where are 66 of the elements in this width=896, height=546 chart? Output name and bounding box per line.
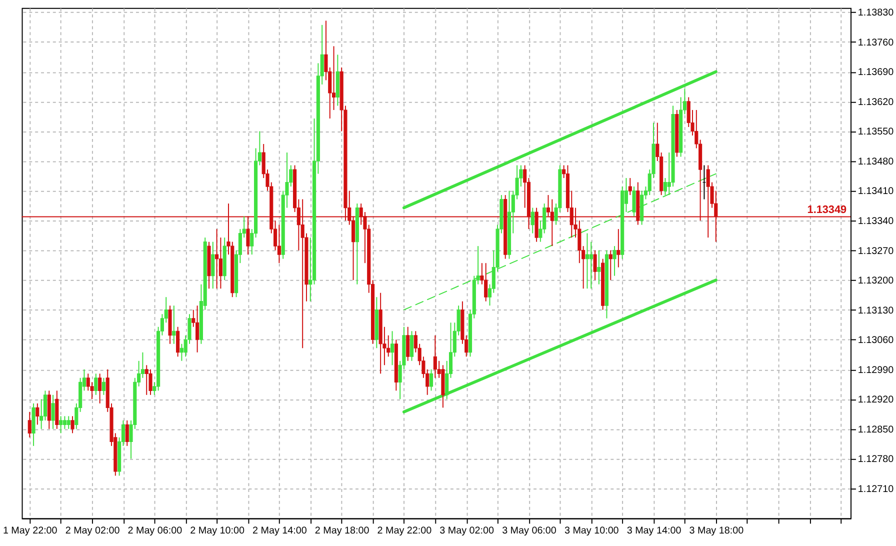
candlestick <box>172 305 176 344</box>
candlestick <box>176 326 180 358</box>
x-tick-label: 2 May 06:00 <box>128 526 183 537</box>
y-tick-label: 1.13690 <box>858 67 894 78</box>
y-tick-label: 1.13410 <box>858 186 894 198</box>
y-tick-label: 1.13830 <box>858 8 894 19</box>
candlestick <box>211 241 215 290</box>
y-tick-label: 1.12780 <box>858 454 894 466</box>
candlestick <box>484 262 488 302</box>
candlestick <box>277 224 281 264</box>
y-tick-label: 1.13760 <box>858 37 894 48</box>
y-tick-label: 1.13620 <box>858 96 894 108</box>
candlestick <box>28 411 32 438</box>
candlestick <box>180 343 184 362</box>
y-tick-label: 1.13550 <box>858 126 894 138</box>
y-tick-label: 1.12990 <box>858 364 894 376</box>
candlestick <box>98 373 102 404</box>
candlestick <box>589 241 593 290</box>
x-tick-label: 3 May 10:00 <box>564 526 620 537</box>
candlestick <box>51 394 55 430</box>
candlestick <box>144 364 148 396</box>
x-tick-label: 3 May 06:00 <box>502 526 557 537</box>
candlestick <box>148 368 152 396</box>
x-tick-label: 2 May 18:00 <box>314 526 370 537</box>
y-tick-label: 1.13480 <box>858 156 894 168</box>
x-tick-label: 3 May 14:00 <box>626 526 682 537</box>
candlestick <box>66 416 70 430</box>
candlestick <box>196 305 200 353</box>
candlestick <box>62 416 67 430</box>
candlestick <box>530 207 534 234</box>
candlestick <box>433 334 437 378</box>
candlestick <box>632 186 636 217</box>
candlestick <box>94 373 98 396</box>
y-tick-label: 1.13130 <box>858 305 894 316</box>
candlestick <box>612 246 616 276</box>
y-tick-label: 1.12920 <box>858 394 894 406</box>
candlestick <box>36 402 40 426</box>
candlestick <box>70 416 74 434</box>
candlestick <box>406 326 410 362</box>
candlestick <box>125 420 129 446</box>
candlestick <box>585 232 590 290</box>
candlestick <box>59 416 63 434</box>
candlestick <box>608 250 612 281</box>
candlestick <box>429 368 434 392</box>
y-tick-label: 1.12710 <box>858 484 894 495</box>
candlestick <box>593 250 597 281</box>
ref-line-label: 1.13349 <box>807 204 847 216</box>
candlestick <box>102 377 106 396</box>
y-tick-label: 1.13270 <box>858 246 894 257</box>
x-tick-label: 2 May 02:00 <box>65 526 120 537</box>
y-tick-label: 1.13340 <box>858 216 894 228</box>
candlestick <box>215 228 219 290</box>
candlestick <box>410 330 414 362</box>
x-tick-label: 2 May 14:00 <box>252 526 308 537</box>
y-tick-label: 1.13200 <box>858 276 894 287</box>
x-tick-label: 2 May 22:00 <box>377 526 432 537</box>
y-tick-label: 1.12850 <box>858 424 894 436</box>
x-tick-label: 1 May 22:00 <box>2 526 58 537</box>
candlestick <box>597 250 601 285</box>
candlestick <box>616 228 620 268</box>
x-tick-label: 3 May 02:00 <box>440 526 495 537</box>
x-tick-label: 2 May 10:00 <box>190 526 245 537</box>
candlestick <box>390 330 394 366</box>
candlestick <box>628 178 632 196</box>
y-tick-label: 1.13060 <box>858 335 894 346</box>
x-tick-label: 3 May 18:00 <box>689 526 744 537</box>
